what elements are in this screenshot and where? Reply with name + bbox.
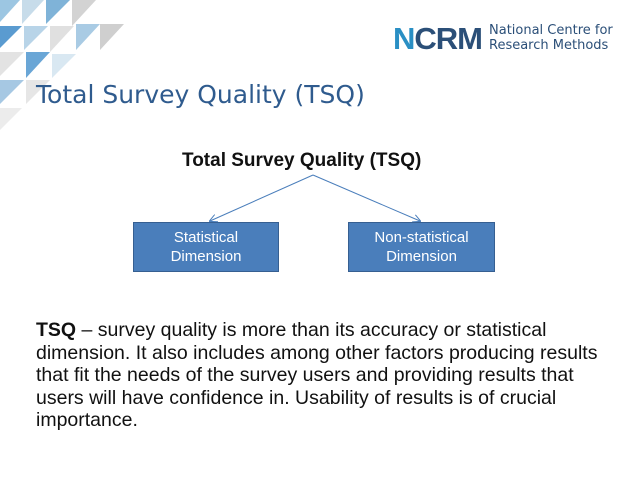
decorative-triangle-pattern <box>0 0 124 130</box>
non-statistical-dimension-box: Non-statistical Dimension <box>348 222 495 272</box>
tsq-term: TSQ <box>36 319 77 341</box>
diagram-root-title: Total Survey Quality (TSQ) <box>182 150 422 171</box>
ncrm-logo-text: National Centre for Research Methods <box>489 23 613 53</box>
arrow-to-statistical <box>210 174 314 221</box>
tsq-description: TSQ – survey quality is more than its ac… <box>36 319 611 432</box>
logo-line-1: National Centre for <box>489 23 613 38</box>
tsq-definition: – survey quality is more than its accura… <box>36 319 598 431</box>
ncrm-logo: NCRM National Centre for Research Method… <box>393 18 613 58</box>
arrow-to-non-statistical <box>312 174 420 221</box>
logo-line-2: Research Methods <box>489 38 609 53</box>
statistical-dimension-box: Statistical Dimension <box>133 222 279 272</box>
statistical-dimension-label: Statistical Dimension <box>170 229 242 265</box>
ncrm-logo-mark: NCRM <box>393 20 483 56</box>
slide-title: Total Survey Quality (TSQ) <box>36 80 365 109</box>
non-statistical-dimension-label: Non-statistical Dimension <box>374 229 469 265</box>
